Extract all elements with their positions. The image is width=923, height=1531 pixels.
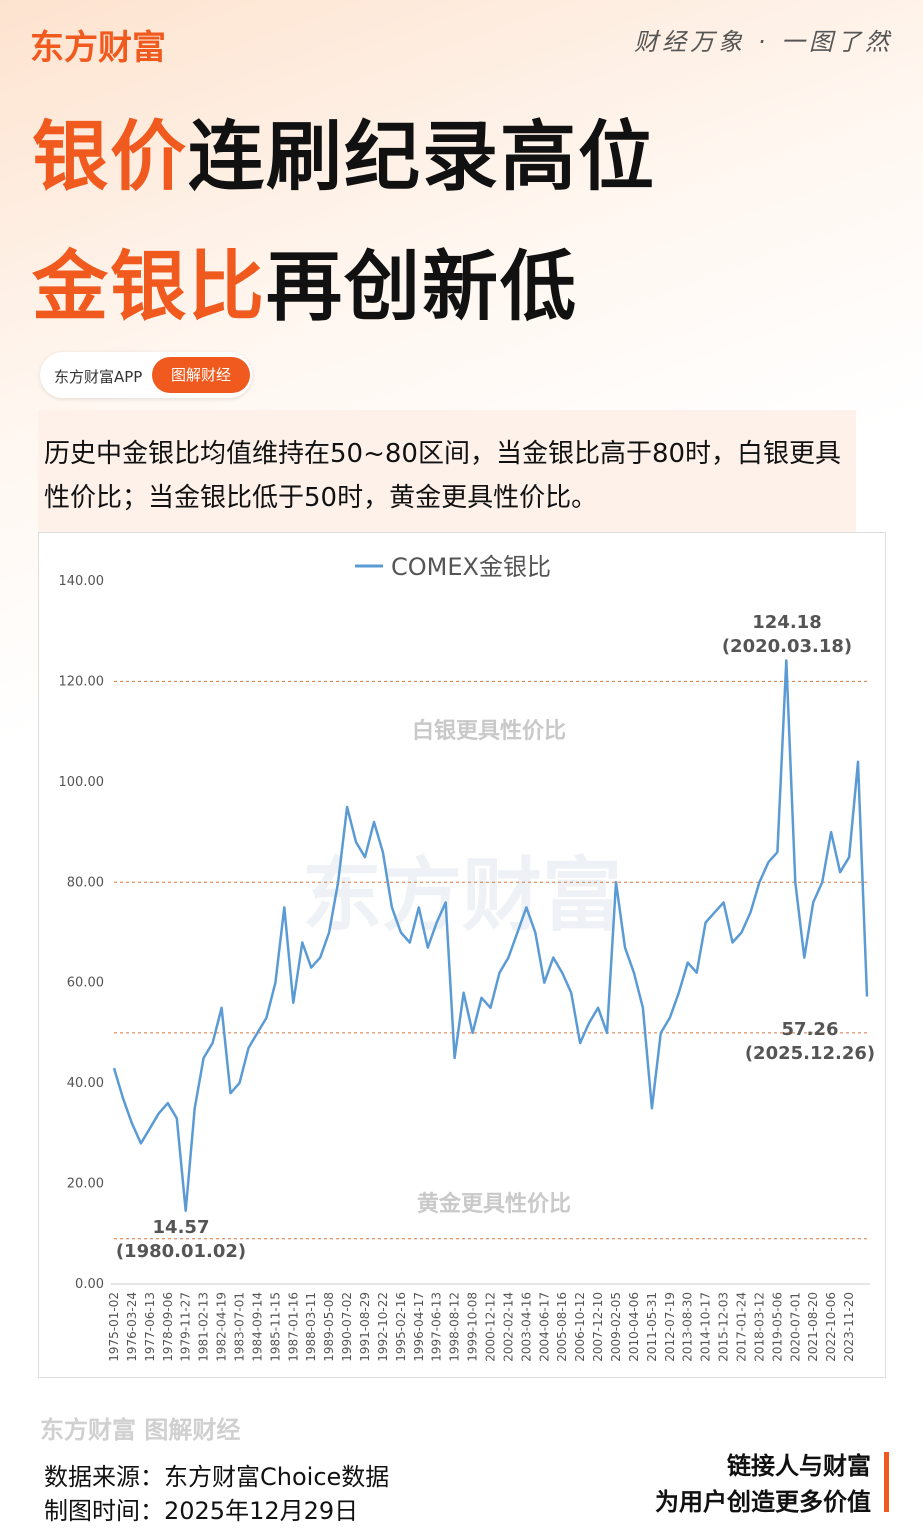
x-tick-label: 2023-11-20	[842, 1292, 856, 1362]
x-tick-label: 1985-11-15	[268, 1292, 282, 1362]
x-tick-label: 2002-02-14	[501, 1292, 515, 1362]
x-tick-label: 1997-06-13	[430, 1292, 444, 1362]
x-tick-label: 2003-04-16	[519, 1292, 533, 1362]
watermark: 东方财富 图解财经	[40, 1416, 241, 1444]
title: 银价连刷纪录高位	[32, 95, 656, 205]
y-tick-label: 80.00	[67, 875, 104, 890]
watermark: 东方财富	[302, 849, 622, 942]
title-highlight: 银价	[32, 112, 188, 201]
y-tick-label: 40.00	[67, 1076, 104, 1091]
y-tick-label: 100.00	[59, 775, 105, 790]
x-tick-label: 2015-12-03	[717, 1292, 731, 1362]
intro: 历史中金银比均值维持在50~80区间，当金银比高于80时，白银更具性价比；当金银…	[38, 410, 856, 542]
x-tick-label: 2014-10-17	[699, 1292, 713, 1362]
x-tick-label: 1990-07-02	[340, 1292, 354, 1362]
annotation: 57.26	[782, 1019, 839, 1040]
motto-line: 为用户创造更多价值	[655, 1488, 871, 1516]
y-tick-label: 60.00	[67, 976, 104, 991]
chart: 东方财富 0.00 20.00 40.00 60.00 80.00 100.00 120.00…	[59, 553, 876, 1362]
x-tick-label: 2009-02-05	[609, 1292, 623, 1362]
legend-label: COMEX金银比	[391, 553, 551, 581]
x-tick-label: 1983-07-01	[233, 1292, 247, 1362]
title-text: 连刷纪录高位	[188, 112, 656, 201]
x-tick-label: 1987-01-16	[286, 1292, 300, 1362]
x-tick-label: 1992-10-22	[376, 1292, 390, 1362]
x-tick-label: 2010-04-06	[627, 1292, 641, 1362]
annotation: (2020.03.18)	[722, 636, 852, 657]
x-tick-label: 1982-04-19	[215, 1292, 229, 1362]
x-tick-label: 1981-02-13	[197, 1292, 211, 1362]
y-tick-label: 0.00	[75, 1277, 104, 1292]
slogan: 财经万象 · 一图了然	[634, 28, 893, 56]
x-tick-label: 1978-09-06	[161, 1292, 175, 1362]
title: 金银比再创新低	[32, 225, 578, 335]
x-tick-label: 1998-08-12	[448, 1292, 462, 1362]
x-tick-label: 1989-05-08	[322, 1292, 336, 1362]
title-text: 再创新低	[266, 242, 578, 331]
x-tick-label: 2017-01-24	[735, 1292, 749, 1362]
x-tick-label: 1999-10-08	[466, 1292, 480, 1362]
motto: 链接人与财富为用户创造更多价值	[655, 1448, 871, 1520]
x-tick-label: 1995-02-16	[394, 1292, 408, 1362]
x-tick-label: 1976-03-24	[125, 1292, 139, 1362]
date-text: 制图时间：2025年12月29日	[44, 1497, 359, 1525]
annotation: (2025.12.26)	[745, 1043, 875, 1064]
brand: 东方财富	[30, 28, 166, 68]
x-tick-label: 2011-05-31	[645, 1292, 659, 1362]
x-tick-label: 2022-10-06	[824, 1292, 838, 1362]
source: 数据来源：东方财富Choice数据 制图时间：2025年12月29日	[44, 1460, 389, 1528]
x-tick-label: 1988-03-11	[304, 1292, 318, 1362]
x-tick-label: 2012-07-19	[663, 1292, 677, 1362]
annotation: 14.57	[153, 1217, 210, 1238]
y-tick-label: 20.00	[67, 1177, 104, 1192]
x-tick-label: 2018-03-12	[752, 1292, 766, 1362]
x-tick-label: 1979-11-27	[179, 1292, 193, 1362]
x-tick-label: 2021-08-20	[806, 1292, 820, 1362]
x-tick-label: 1991-08-29	[358, 1292, 372, 1362]
title-highlight: 金银比	[32, 242, 266, 331]
x-tick-label: 2019-05-06	[770, 1292, 784, 1362]
x-tick-label: 1977-06-13	[143, 1292, 157, 1362]
chart-box: 东方财富 0.00 20.00 40.00 60.00 80.00 100.00 120.00…	[38, 532, 886, 1378]
x-tick-label: 2020-07-01	[788, 1292, 802, 1362]
line	[112, 659, 869, 1213]
accent-bar	[884, 1452, 889, 1512]
x-tick-label: 2013-08-30	[681, 1292, 695, 1362]
x-tick-label: 2005-08-16	[555, 1292, 569, 1362]
tag-text: 东方财富APP	[54, 368, 143, 386]
annotation: 124.18	[752, 612, 821, 633]
x-tick-label: 1996-04-17	[412, 1292, 426, 1362]
x-tick-label: 2006-10-12	[573, 1292, 587, 1362]
button[interactable]: 图解财经	[152, 357, 250, 393]
tag: 东方财富APP 图解财经	[40, 352, 252, 398]
x-tick-label: 2007-12-10	[591, 1292, 605, 1362]
source-text: 数据来源：东方财富Choice数据	[44, 1463, 390, 1491]
y-tick-label: 140.00	[59, 574, 105, 589]
zone-label: 白银更具性价比	[412, 718, 566, 744]
x-tick-label: 2004-06-17	[537, 1292, 551, 1362]
x-tick-label: 1984-09-14	[250, 1292, 264, 1362]
x-tick-label: 1975-01-02	[107, 1292, 121, 1362]
zone-label: 黄金更具性价比	[417, 1191, 571, 1217]
motto-line: 链接人与财富	[727, 1452, 871, 1480]
annotation: (1980.01.02)	[116, 1241, 246, 1262]
y-tick-label: 120.00	[59, 674, 105, 689]
x-tick-label: 2000-12-12	[484, 1292, 498, 1362]
